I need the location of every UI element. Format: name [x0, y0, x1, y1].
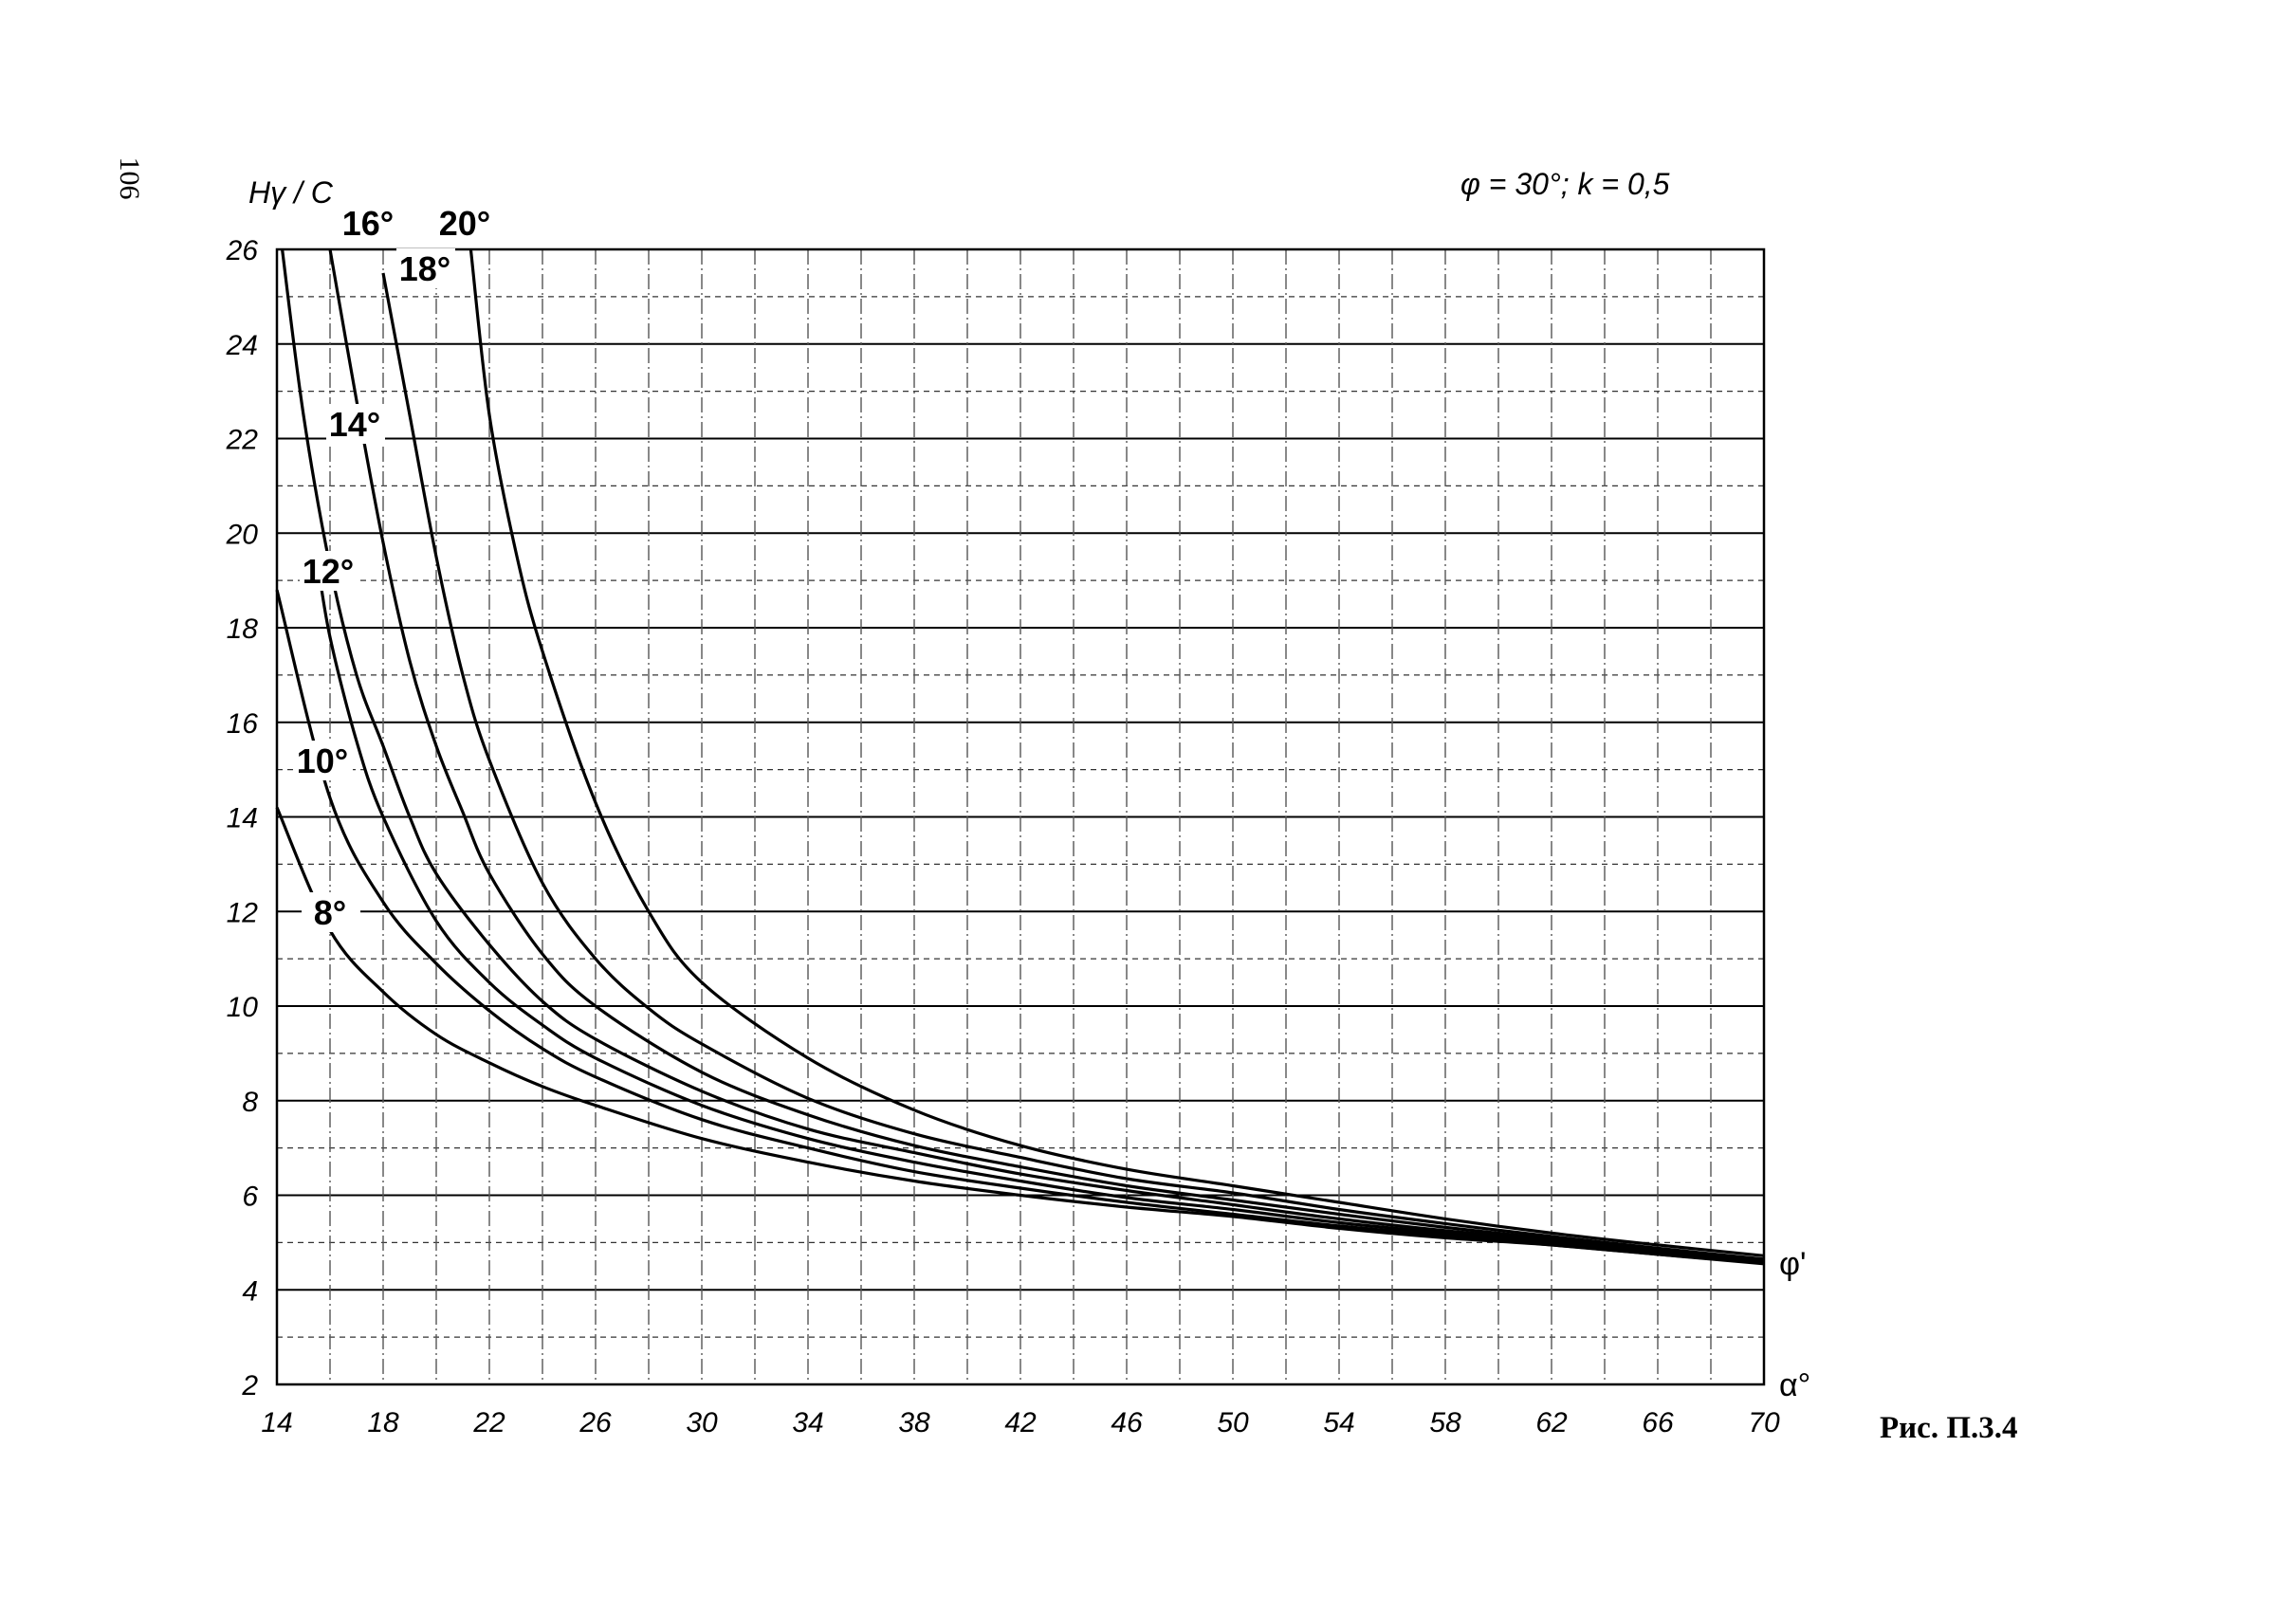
curve-label: 12° [303, 552, 354, 591]
curve-18deg [381, 272, 1765, 1261]
x-tick-label: 22 [472, 1407, 505, 1438]
grid [276, 248, 1765, 1385]
x-tick-label: 66 [1642, 1407, 1674, 1438]
curve-label: 18° [399, 249, 450, 288]
parameters-label: φ = 30°; k = 0,5 [1460, 167, 1670, 201]
right-axis-label: φ' [1779, 1246, 1807, 1282]
curve-10deg [275, 589, 1765, 1265]
x-tick-label: 70 [1748, 1407, 1780, 1438]
curve-14deg [281, 248, 1765, 1263]
y-tick-label: 24 [226, 330, 258, 361]
curve-20deg [468, 248, 1765, 1257]
x-tick-label: 18 [367, 1407, 399, 1438]
curve-label-backdrop [326, 404, 385, 444]
x-tick-label: 46 [1111, 1407, 1143, 1438]
curve-label-backdrop [436, 203, 495, 243]
curve-8deg [275, 806, 1765, 1266]
curve-label: 20° [439, 204, 490, 243]
curve-16deg [328, 248, 1765, 1262]
y-tick-label: 6 [242, 1182, 258, 1213]
x-axis-label: α° [1779, 1367, 1810, 1403]
curve-label-backdrop [302, 892, 360, 932]
x-tick-label: 34 [792, 1407, 823, 1438]
curve-label: 8° [314, 893, 346, 932]
curve-label: 14° [329, 405, 380, 444]
x-tick-label: 58 [1429, 1407, 1461, 1438]
x-tick-label: 26 [579, 1407, 612, 1438]
x-tick-label: 14 [261, 1407, 292, 1438]
x-tick-label: 38 [898, 1407, 930, 1438]
x-tick-label: 54 [1323, 1407, 1354, 1438]
y-axis-title: Hγ / C [248, 175, 334, 210]
y-tick-label: 2 [241, 1370, 258, 1401]
x-tick-label: 30 [686, 1407, 718, 1438]
y-tick-label: 16 [227, 708, 259, 740]
x-tick-label: 62 [1535, 1407, 1568, 1438]
curve-label-backdrop [300, 551, 358, 591]
y-tick-label: 22 [226, 425, 259, 456]
curve-label-backdrop [294, 741, 353, 780]
y-tick-label: 10 [227, 992, 259, 1023]
y-tick-label: 8 [242, 1087, 258, 1118]
y-tick-label: 20 [226, 519, 259, 550]
curve-label-backdrop [396, 248, 455, 288]
curve-label: 10° [297, 742, 348, 780]
curve-label-backdrop [340, 203, 398, 243]
y-tick-label: 18 [227, 614, 259, 645]
y-tick-label: 14 [227, 803, 258, 834]
x-axis-ticks: 14 18 22 26 30 34 38 42 46 50 54 58 62 66 70 [261, 1407, 1780, 1438]
y-tick-label: 26 [226, 235, 259, 266]
curve-label: 16° [342, 204, 394, 243]
figure-caption: Рис. П.3.4 [1880, 1411, 2018, 1445]
plot-frame [275, 247, 1766, 1386]
curves [275, 248, 1765, 1266]
curve-labels: 8° 10° 12° 14° 16°18° 20° [294, 203, 495, 932]
y-tick-label: 4 [242, 1275, 258, 1307]
curve-12deg [315, 556, 1765, 1264]
y-tick-label: 12 [227, 897, 259, 928]
x-tick-label: 50 [1217, 1407, 1249, 1438]
x-tick-label: 42 [1004, 1407, 1037, 1438]
